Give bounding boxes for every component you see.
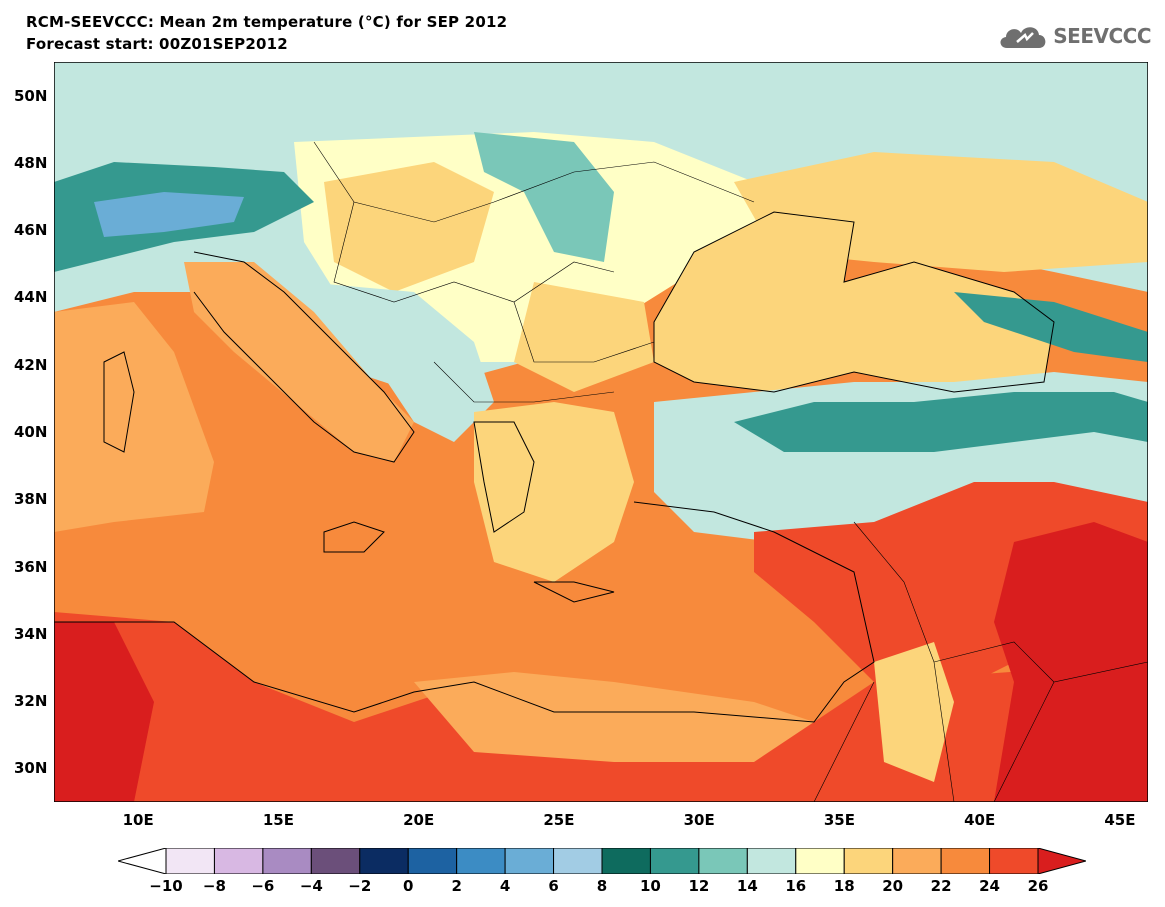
colorbar-box xyxy=(553,848,603,874)
colorbar-tick-label: −2 xyxy=(348,877,372,895)
colorbar-tick-label: 8 xyxy=(596,877,608,895)
colorbar-low-extend xyxy=(118,848,167,874)
map-title: RCM-SEEVCCC: Mean 2m temperature (°C) fo… xyxy=(26,13,508,31)
greece-zone xyxy=(474,402,634,582)
country-borders xyxy=(313,141,1148,802)
romania-warm-zone xyxy=(514,282,654,392)
colorbar-tick-label: 26 xyxy=(1027,877,1049,895)
carpathian-band xyxy=(474,132,614,262)
lat-tick-label: 46N xyxy=(14,221,48,240)
west-med-zone xyxy=(54,302,214,532)
colorbar-tick-label: 20 xyxy=(882,877,904,895)
lat-tick-label: 38N xyxy=(14,490,48,509)
colorbar-box xyxy=(456,848,506,874)
colorbar-box xyxy=(407,848,458,874)
colorbar-box xyxy=(213,848,264,874)
lon-tick-label: 10E xyxy=(122,811,154,829)
colorbar-tick-label: −10 xyxy=(149,877,183,895)
colorbar-tick-label: 16 xyxy=(785,877,807,895)
forecast-start-subtitle: Forecast start: 00Z01SEP2012 xyxy=(26,35,288,53)
lat-tick-label: 30N xyxy=(14,759,48,778)
libya-warm-zone xyxy=(414,672,814,762)
colorbar-tick-label: 24 xyxy=(979,877,1000,895)
logo-text: SEEVCCC xyxy=(1053,24,1151,48)
colorbar-tick-label: 12 xyxy=(688,877,710,895)
temperature-colorbar xyxy=(118,848,1086,874)
colorbar-box xyxy=(262,848,312,874)
colorbar-box xyxy=(504,848,555,874)
coastlines xyxy=(54,211,1055,723)
colorbar-tick-label: 14 xyxy=(736,877,758,895)
colorbar-box xyxy=(601,848,651,874)
colorbar-box xyxy=(359,848,409,874)
lon-tick-label: 30E xyxy=(683,811,715,829)
temperature-field xyxy=(54,62,1148,802)
lat-tick-label: 40N xyxy=(14,423,48,441)
colorbar-tick-label: −8 xyxy=(202,877,226,895)
lon-tick-label: 35E xyxy=(823,811,855,829)
iraq-hottest-zone xyxy=(994,522,1148,802)
lat-tick-label: 50N xyxy=(14,86,48,105)
colorbar-high-extend xyxy=(1037,848,1086,874)
colorbar-tick-label: 22 xyxy=(930,877,952,895)
lon-tick-label: 20E xyxy=(403,811,435,829)
colorbar-box xyxy=(698,848,748,874)
cloud-icon xyxy=(1000,27,1046,48)
temperature-map xyxy=(54,62,1148,802)
colorbar-tick-label: −6 xyxy=(251,877,275,895)
lon-tick-label: 45E xyxy=(1104,811,1136,829)
anatolia-green-band xyxy=(734,392,1148,452)
colorbar-box xyxy=(310,848,361,874)
colorbar-tick-label: 6 xyxy=(548,877,559,895)
alps-core xyxy=(94,192,244,237)
black-sea-zone xyxy=(654,212,1054,392)
colorbar-box xyxy=(940,848,991,874)
lon-tick-label: 25E xyxy=(543,811,575,829)
colorbar-box xyxy=(649,848,700,874)
jordan-cool-zone xyxy=(874,642,954,782)
lat-tick-label: 44N xyxy=(14,288,48,307)
lat-tick-label: 42N xyxy=(14,355,48,374)
colorbar-tick-label: 0 xyxy=(403,877,414,895)
caucasus-band xyxy=(954,292,1148,362)
pannonian-warm-zone xyxy=(324,162,494,292)
lon-tick-label: 15E xyxy=(262,811,294,829)
lon-tick-label: 40E xyxy=(964,811,996,829)
colorbar-box xyxy=(165,848,215,874)
balkan-cool-zone xyxy=(304,282,494,442)
lat-tick-label: 34N xyxy=(14,624,48,643)
colorbar-tick-label: 2 xyxy=(451,877,462,895)
colorbar-tick-label: 18 xyxy=(833,877,855,895)
colorbar-tick-label: −4 xyxy=(299,877,323,895)
colorbar-tick-label: 10 xyxy=(640,877,661,895)
colorbar-tick-label: 4 xyxy=(499,877,511,895)
colorbar-box xyxy=(746,848,797,874)
lat-tick-label: 32N xyxy=(14,692,48,711)
colorbar-box xyxy=(843,848,894,874)
libya-hottest-zone xyxy=(54,622,154,802)
seevccc-logo: SEEVCCC xyxy=(997,22,1151,50)
colorbar-box xyxy=(989,848,1039,874)
colorbar-box xyxy=(892,848,942,874)
colorbar-box xyxy=(795,848,845,874)
lat-tick-label: 48N xyxy=(14,153,48,172)
italy-zone xyxy=(184,262,414,462)
lat-tick-label: 36N xyxy=(14,557,48,576)
